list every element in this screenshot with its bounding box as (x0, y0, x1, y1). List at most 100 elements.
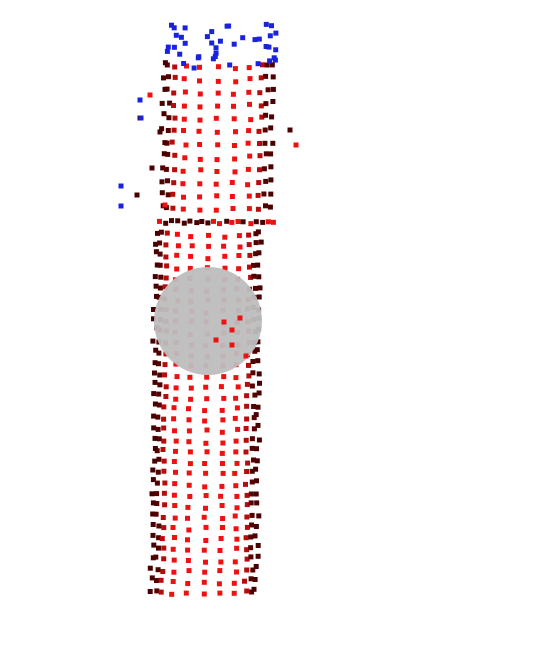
point (171, 25, 177, 31)
point (171, 90, 177, 96)
point (268, 191, 274, 197)
point (180, 181, 186, 187)
point (171, 405, 177, 411)
point (217, 548, 223, 553)
point (230, 91, 236, 97)
point (232, 513, 238, 519)
point (164, 48, 170, 54)
point (166, 74, 171, 80)
point (232, 66, 238, 72)
point (244, 514, 250, 520)
point (152, 379, 158, 385)
point (203, 505, 208, 511)
point (263, 44, 269, 49)
point (180, 168, 186, 174)
point (253, 240, 259, 246)
point (156, 391, 162, 397)
point (249, 589, 255, 595)
point (219, 450, 225, 456)
point (262, 140, 268, 146)
point (231, 590, 237, 596)
point (221, 243, 227, 249)
point (185, 504, 191, 510)
point (197, 64, 202, 70)
point (256, 513, 262, 519)
point (234, 545, 240, 551)
point (151, 391, 157, 397)
point (162, 502, 168, 508)
point (161, 151, 167, 157)
point (237, 244, 243, 250)
point (170, 191, 176, 197)
point (263, 73, 269, 79)
point (249, 479, 255, 485)
point (155, 469, 161, 475)
point (149, 491, 155, 497)
point (170, 525, 176, 530)
point (181, 128, 186, 133)
point (269, 62, 275, 68)
point (154, 293, 159, 299)
point (252, 533, 258, 539)
point (256, 390, 262, 396)
point (150, 532, 156, 538)
point (240, 35, 246, 41)
point (152, 360, 158, 366)
point (153, 347, 159, 353)
point (161, 468, 167, 474)
point (253, 285, 258, 291)
point (261, 166, 267, 172)
point (138, 115, 144, 121)
point (174, 252, 180, 258)
point (171, 44, 177, 50)
point (172, 535, 177, 540)
point (171, 127, 177, 133)
point (161, 111, 167, 117)
point (163, 254, 169, 260)
point (147, 92, 153, 98)
point (204, 396, 210, 402)
point (153, 511, 159, 517)
point (271, 55, 277, 61)
point (233, 129, 238, 135)
point (246, 362, 251, 368)
point (184, 63, 189, 69)
point (251, 457, 256, 463)
point (172, 115, 178, 121)
point (154, 578, 159, 583)
point (233, 79, 239, 85)
point (256, 250, 262, 256)
point (201, 579, 207, 585)
point (152, 401, 158, 407)
point (187, 449, 193, 455)
point (157, 285, 163, 291)
point (156, 436, 162, 442)
point (264, 62, 270, 68)
point (222, 234, 228, 240)
point (161, 75, 166, 81)
point (257, 141, 262, 146)
point (155, 567, 161, 573)
point (201, 547, 207, 553)
point (249, 436, 255, 442)
point (243, 437, 249, 443)
point (213, 50, 219, 56)
point (150, 522, 156, 527)
point (158, 589, 164, 595)
point (173, 396, 179, 402)
point (153, 249, 159, 255)
point (187, 494, 193, 499)
point (153, 283, 159, 289)
point (157, 262, 163, 268)
point (155, 414, 161, 420)
point (231, 580, 237, 586)
point (158, 577, 164, 583)
point (246, 128, 252, 134)
point (156, 545, 161, 551)
point (213, 45, 219, 51)
point (249, 445, 255, 451)
point (164, 230, 170, 236)
point (268, 164, 274, 170)
point (197, 194, 203, 200)
point (188, 253, 194, 259)
